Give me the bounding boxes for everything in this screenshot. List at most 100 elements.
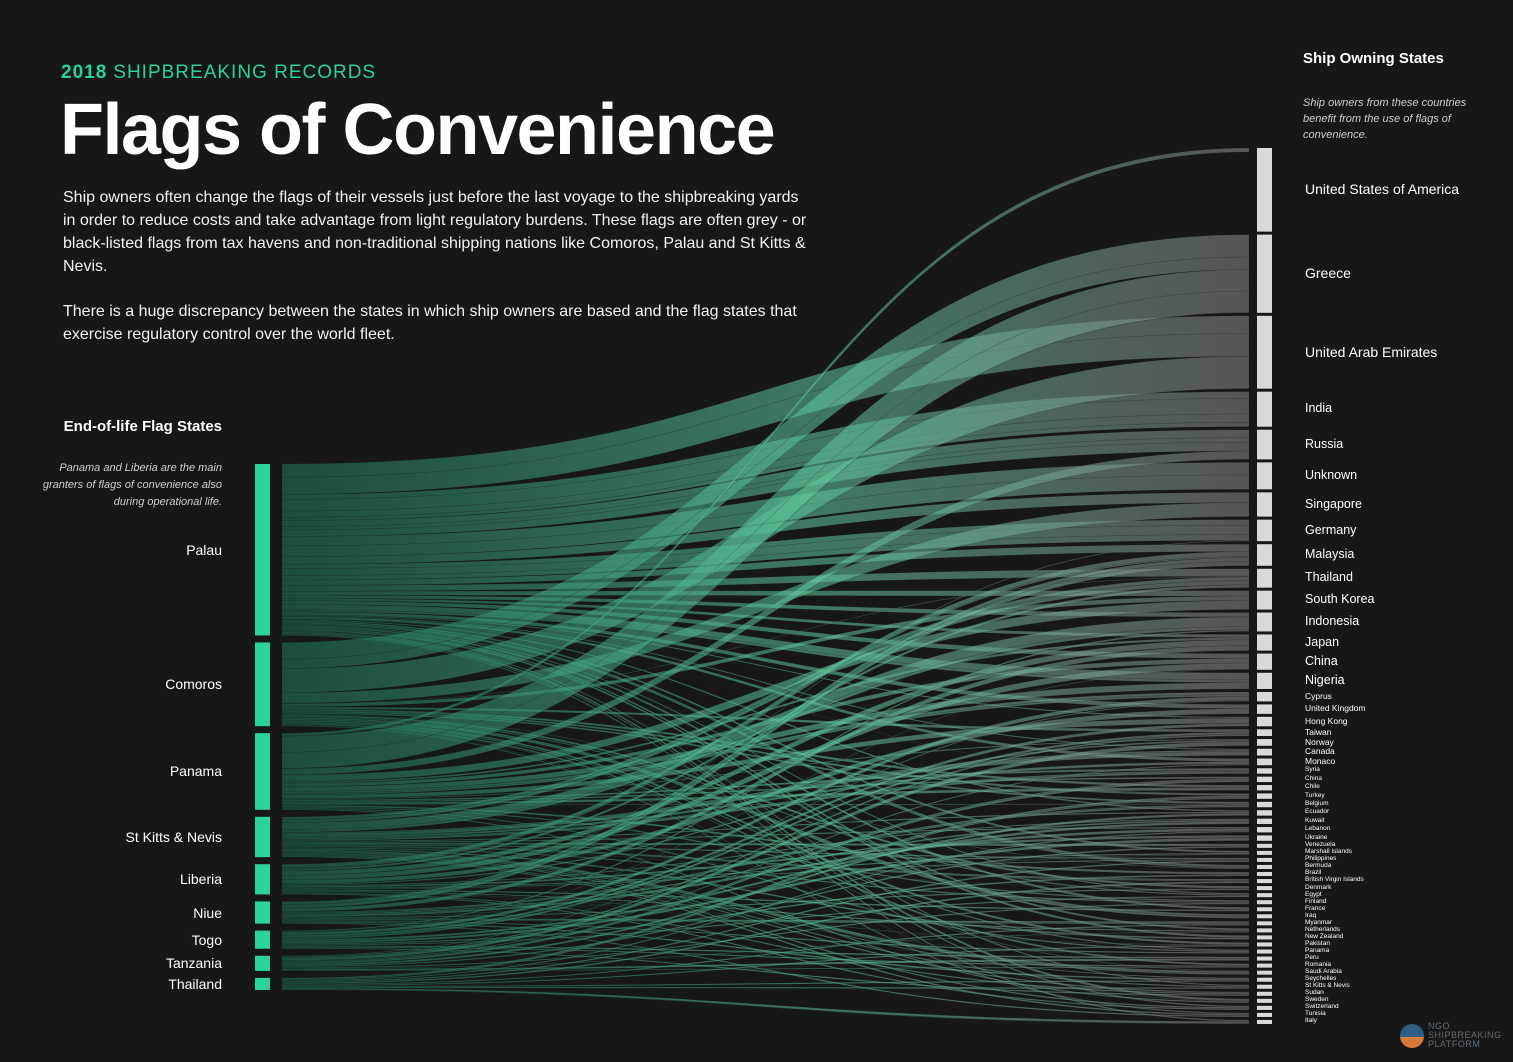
intro-paragraph-1: Ship owners often change the flags of th… [63, 189, 807, 275]
source-bar-comoros [255, 642, 270, 727]
source-label-niue: Niue [193, 904, 222, 921]
flow-panama-to-united-states-of-america-62 [281, 147, 1250, 737]
target-label-ecuador-27: Ecuador [1305, 808, 1330, 816]
target-label-peru-47: Peru [1305, 953, 1319, 961]
logo-icon [1400, 1024, 1424, 1048]
target-bar-peru-47 [1257, 956, 1272, 961]
target-label-italy-56: Italy [1305, 1017, 1317, 1025]
target-label-china-23: China [1305, 774, 1322, 782]
target-bar-indonesia-11 [1257, 612, 1272, 632]
source-bar-palau [255, 464, 270, 636]
flow-links [281, 147, 1250, 1025]
source-note: Panama and Liberia are the main granters… [42, 462, 222, 508]
target-label-malaysia-8: Malaysia [1305, 547, 1355, 562]
source-label-togo: Togo [191, 931, 222, 948]
flow-panama-to-greece-65 [281, 312, 1250, 769]
target-label-british-virgin-islands-36: British Virgin Islands [1305, 876, 1364, 884]
target-bar-st-kitts-nevis-51 [1257, 984, 1272, 989]
kicker: 2018 SHIPBREAKING RECORDS [61, 62, 376, 84]
target-bar-russia-4 [1257, 429, 1272, 460]
flow-palau-to-india-5 [281, 422, 1250, 521]
source-label-palau: Palau [186, 541, 222, 558]
target-label-turkey-25: Turkey [1305, 791, 1325, 799]
source-label-thailand: Thailand [168, 975, 222, 992]
target-bar-ukraine-30 [1257, 835, 1272, 841]
source-bar-thailand [255, 977, 270, 990]
flow-st-kitts-nevis-to-saudi-arabia-102 [281, 851, 1250, 975]
flow-thailand-to-lebanon-169 [281, 830, 1250, 982]
flow-panama-to-russia-66 [281, 450, 1250, 776]
flow-tanzania-to-china-159 [281, 779, 1250, 965]
target-bar-romania-48 [1257, 963, 1272, 968]
target-label-sudan-52: Sudan [1305, 989, 1324, 997]
flow-panama-to-cyprus-71 [281, 691, 1250, 794]
target-bar-syria-22 [1257, 768, 1272, 774]
target-label-united-states-of-america-0: United States of America [1305, 181, 1460, 198]
target-bar-united-arab-emirates-2 [1257, 315, 1272, 389]
target-label-japan-12: Japan [1305, 634, 1340, 649]
target-bar-pakistan-45 [1257, 942, 1272, 947]
flow-st-kitts-nevis-to-indonesia-86 [281, 626, 1250, 833]
target-label-singapore-6: Singapore [1305, 496, 1362, 511]
target-label-greece-1: Greece [1305, 265, 1351, 282]
target-bar-canada-20 [1257, 748, 1272, 756]
target-label-switzerland-54: Switzerland [1305, 1003, 1339, 1011]
flow-thailand-to-philippines-170 [281, 860, 1250, 983]
flow-st-kitts-nevis-to-finland-99 [281, 847, 1250, 904]
flow-st-kitts-nevis-to-thailand-83 [281, 576, 1250, 820]
target-label-new-zealand-44: New Zealand [1305, 932, 1344, 940]
flow-niue-to-japan-130 [281, 645, 1250, 912]
target-label-philippines-33: Philippines [1305, 855, 1337, 863]
target-label-chile-24: Chile [1305, 783, 1320, 791]
target-label-south-korea-10: South Korea [1305, 592, 1375, 607]
flow-tanzania-to-peru-165 [281, 958, 1250, 971]
source-label-tanzania: Tanzania [165, 955, 222, 972]
target-bar-panama-46 [1257, 949, 1272, 954]
target-label-france-40: France [1305, 904, 1326, 912]
target-label-romania-48: Romania [1305, 961, 1332, 969]
source-label-st-kitts-nevis: St Kitts & Nevis [125, 828, 222, 845]
source-label-liberia: Liberia [179, 871, 222, 888]
target-label-syria-22: Syria [1305, 766, 1320, 774]
target-bar-greece-1 [1257, 234, 1272, 313]
page-title: Flags of Convenience [60, 90, 776, 170]
source-nodes [255, 464, 270, 990]
target-label-saudi-arabia-49: Saudi Arabia [1305, 968, 1342, 976]
target-bar-venezuela-31 [1257, 843, 1272, 848]
intro-paragraph-2: There is a huge discrepancy between the … [63, 303, 797, 343]
target-label-hong-kong-17: Hong Kong [1305, 715, 1348, 726]
target-bar-seychelles-50 [1257, 977, 1272, 982]
target-bar-india-3 [1257, 391, 1272, 427]
target-bar-denmark-37 [1257, 886, 1272, 891]
target-label-pakistan-45: Pakistan [1305, 939, 1330, 947]
flow-liberia-to-japan-111 [281, 639, 1250, 876]
target-bar-singapore-6 [1257, 492, 1272, 517]
flow-palau-to-st-kitts-nevis-36 [281, 630, 1250, 987]
target-label-denmark-37: Denmark [1305, 883, 1332, 891]
flow-tanzania-to-monaco-157 [281, 763, 1250, 962]
target-bar-british-virgin-islands-36 [1257, 879, 1272, 884]
flow-thailand-to-turkey-168 [281, 797, 1250, 981]
target-label-thailand-9: Thailand [1305, 570, 1353, 585]
target-label-china-13: China [1305, 653, 1338, 668]
target-bar-china-23 [1257, 776, 1272, 783]
target-bar-france-40 [1257, 907, 1272, 912]
target-heading: Ship Owning States [1303, 50, 1444, 67]
target-bar-japan-12 [1257, 634, 1272, 651]
logo-line-3: PLATFORM [1428, 1039, 1481, 1049]
flow-liberia-to-france-121 [281, 889, 1250, 912]
flow-tanzania-to-norway-156 [281, 741, 1250, 961]
flow-liberia-to-united-kingdom-113 [281, 708, 1250, 884]
target-label-unknown-5: Unknown [1305, 467, 1358, 482]
target-bar-sudan-52 [1257, 991, 1272, 996]
flow-panama-to-greece-64 [281, 290, 1250, 769]
flow-togo-to-china-143 [281, 669, 1250, 933]
target-bar-south-korea-10 [1257, 590, 1272, 610]
flow-thailand-to-pakistan-173 [281, 944, 1250, 987]
target-label-bermuda-34: Bermuda [1305, 862, 1332, 870]
target-label-norway-19: Norway [1305, 736, 1334, 747]
source-label-comoros: Comoros [165, 676, 222, 693]
flow-niue-to-germany-127 [281, 540, 1250, 903]
source-bar-togo [255, 930, 270, 949]
flow-niue-to-marshall-islands-135 [281, 854, 1250, 918]
